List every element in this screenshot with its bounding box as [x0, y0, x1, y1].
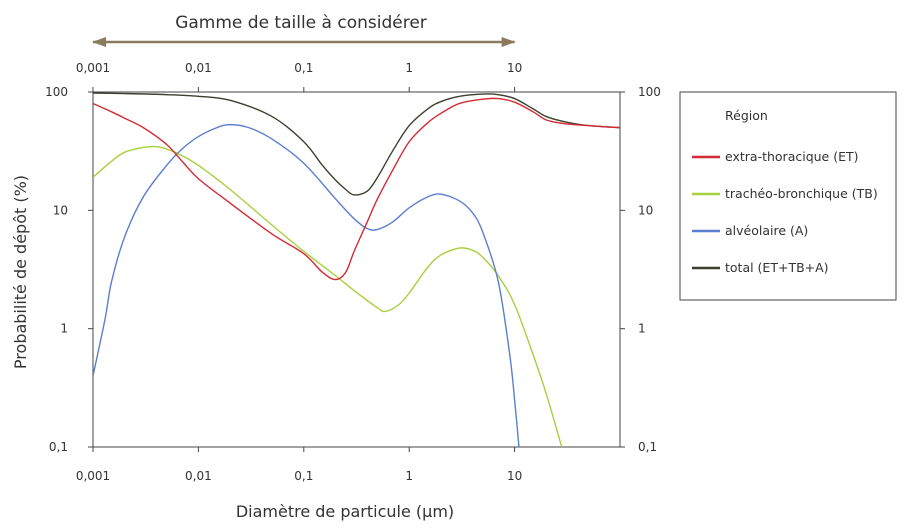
left-y-tick-label: 100	[45, 85, 68, 99]
left-y-tick-label: 1	[60, 322, 68, 336]
right-y-ticks: 100 10 1 0,1	[620, 85, 661, 454]
legend-box	[679, 91, 897, 301]
right-y-tick-label: 1	[638, 322, 646, 336]
legend-items: extra-thoracique (ET) trachéo-bronchique …	[692, 149, 878, 275]
bottom-x-tick-label: 0,01	[185, 469, 212, 483]
legend-title: Région	[725, 108, 768, 123]
top-x-tick-label: 0,1	[294, 61, 313, 75]
series-line-3	[93, 92, 620, 196]
bottom-x-tick-label: 1	[405, 469, 413, 483]
left-y-tick-label: 10	[53, 203, 68, 217]
y-axis-label: Probabilité de dépôt (%)	[11, 175, 30, 369]
legend: Région extra-thoracique (ET) trachéo-bron…	[679, 91, 897, 301]
series-line-1	[93, 145, 563, 447]
legend-label: total (ET+TB+A)	[725, 260, 829, 275]
top-x-tick-label: 0,001	[76, 61, 110, 75]
series-lines	[93, 92, 620, 447]
top-x-tick-label: 1	[405, 61, 413, 75]
legend-label: extra-thoracique (ET)	[725, 149, 859, 164]
legend-label: alvéolaire (A)	[725, 223, 808, 238]
series-line-0	[93, 97, 620, 281]
bottom-x-ticks: 0,001 0,01 0,1 1 10	[76, 447, 522, 483]
right-y-tick-label: 10	[638, 203, 653, 217]
x-axis-label: Diamètre de particule (µm)	[236, 502, 454, 521]
top-x-ticks: 0,001 0,01 0,1 1 10	[76, 61, 522, 92]
bottom-x-tick-label: 0,001	[76, 469, 110, 483]
right-y-tick-label: 100	[638, 85, 661, 99]
left-y-tick-label: 0,1	[49, 440, 68, 454]
left-y-ticks: 100 10 1 0,1	[45, 85, 93, 454]
top-x-tick-label: 0,01	[185, 61, 212, 75]
right-y-tick-label: 0,1	[638, 440, 657, 454]
bottom-x-tick-label: 0,1	[294, 469, 313, 483]
bottom-x-tick-label: 10	[507, 469, 522, 483]
range-title: Gamme de taille à considérer	[175, 13, 427, 33]
legend-label: trachéo-bronchique (TB)	[725, 186, 878, 201]
top-x-tick-label: 10	[507, 61, 522, 75]
series-line-2	[93, 123, 520, 447]
